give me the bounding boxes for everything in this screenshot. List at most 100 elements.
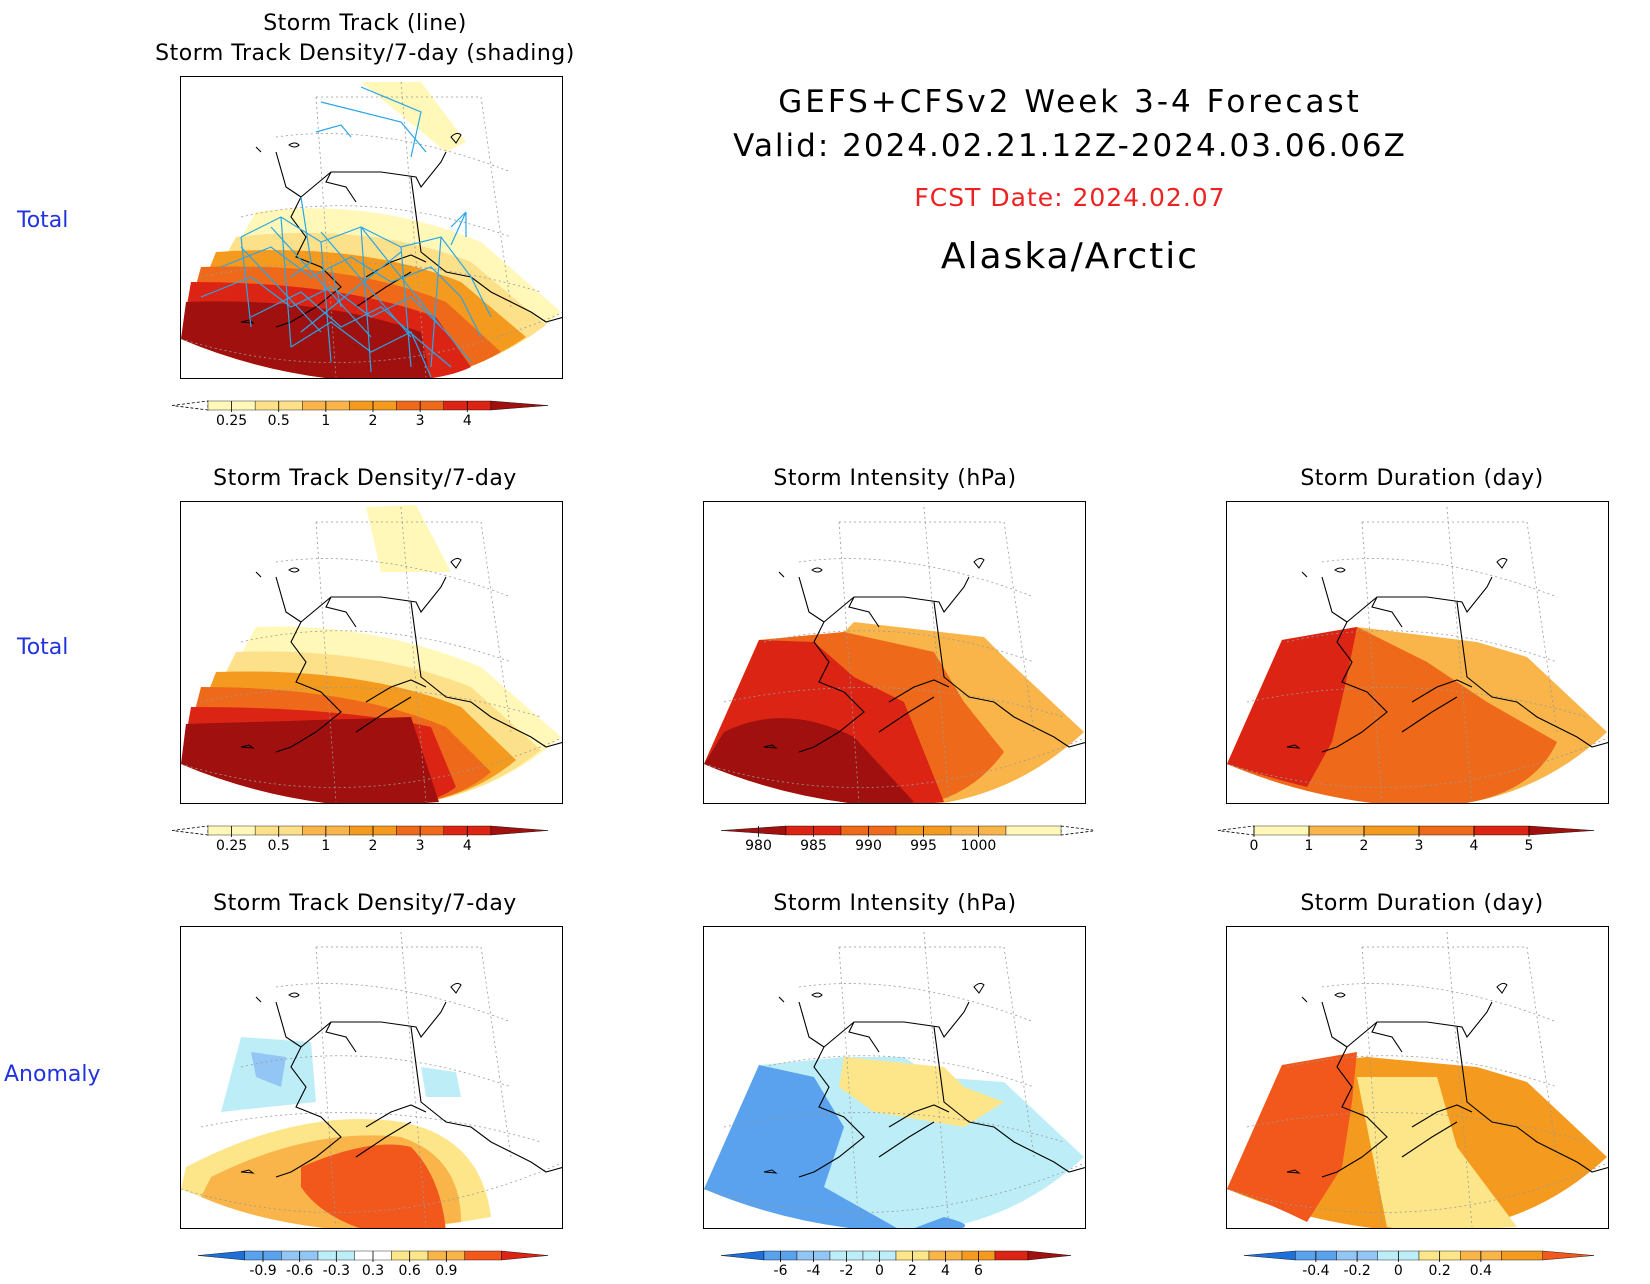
colorbar-swatch <box>464 1250 502 1261</box>
colorbar-tick-label: 0 <box>1394 1263 1403 1279</box>
colorbar-tick-label: 995 <box>910 838 937 854</box>
colorbar-tick-label: -0.3 <box>323 1263 350 1279</box>
graticule-line <box>723 687 1065 718</box>
storm-track <box>220 246 482 338</box>
intensity-anomaly-shading <box>704 1057 1084 1228</box>
storm-track <box>360 86 422 158</box>
map-base-layer <box>704 931 1085 1228</box>
colorbar-duration-total: 0 1 2 3 4 5 <box>1217 825 1595 854</box>
panel5-title: Storm Track Density/7-day <box>213 891 517 916</box>
colorbar-duration-anomaly: -0.4 -0.2 0 0.2 0.4 <box>1243 1250 1595 1279</box>
colorbar-swatch <box>994 1250 1029 1261</box>
graticule-line <box>275 983 512 1023</box>
map-duration-total <box>1227 506 1608 803</box>
coastline <box>778 571 1085 753</box>
map-panel-density-total <box>180 501 563 804</box>
colorbar-tick-label: 1000 <box>961 838 997 854</box>
map-panel-density-anomaly <box>180 926 563 1229</box>
colorbar-tick-label: 4 <box>463 413 472 429</box>
graticule-line <box>1526 521 1558 733</box>
density-shading <box>181 82 561 378</box>
colorbar-tick-label: 1 <box>321 838 330 854</box>
colorbar-tick-label: -0.4 <box>1302 1263 1329 1279</box>
colorbar-tick-label: 980 <box>745 838 772 854</box>
colorbar-tick-label: 0.3 <box>362 1263 384 1279</box>
map-base-layer <box>181 931 562 1228</box>
colorbar-under-triangle <box>171 825 209 836</box>
graticule-line <box>723 1112 1065 1143</box>
panel3-title: Storm Intensity (hPa) <box>773 466 1017 491</box>
colorbar-under-triangle <box>171 400 209 411</box>
map-density-total <box>181 505 562 803</box>
panel4-title: Storm Duration (day) <box>1300 466 1544 491</box>
graticule-line <box>200 1112 542 1143</box>
colorbar-tick-label: 1 <box>1305 838 1314 854</box>
colorbar-tick-label: 0 <box>1250 838 1259 854</box>
map-panel-duration-total <box>1226 501 1609 804</box>
colorbar-tick-label: 0.25 <box>216 413 247 429</box>
panel1-title-line2: Storm Track Density/7-day (shading) <box>155 41 575 66</box>
map-panel-intensity-anomaly <box>703 926 1086 1229</box>
graticule-line <box>480 521 512 733</box>
storm-track <box>450 211 467 246</box>
map-base-layer <box>181 81 562 378</box>
colorbar-tick-label: 3 <box>1415 838 1424 854</box>
colorbar-tick-label: -2 <box>840 1263 854 1279</box>
graticule-line <box>1246 1112 1588 1143</box>
colorbar-tick-label: 2 <box>1360 838 1369 854</box>
storm-track <box>290 196 342 308</box>
graticule-line <box>315 946 337 1228</box>
colorbar-tick-label: -0.9 <box>249 1263 276 1279</box>
graticule-line <box>480 96 512 308</box>
valid-period: Valid: 2024.02.21.12Z-2024.03.06.06Z <box>733 128 1407 164</box>
colorbar-density-anomaly: -0.9 -0.6 -0.3 0.3 0.6 0.9 <box>197 1250 549 1279</box>
graticule-line <box>923 931 950 1228</box>
colorbar-swatch <box>501 1250 549 1261</box>
colorbar-under-triangle <box>1217 825 1255 836</box>
row-label-total-1: Total <box>17 208 69 233</box>
storm-track <box>250 291 452 368</box>
storm-track <box>240 216 492 318</box>
colorbar-swatch <box>1542 1250 1595 1261</box>
map-base-layer <box>181 506 562 803</box>
panel2-title: Storm Track Density/7-day <box>213 466 517 491</box>
colorbar-swatch <box>490 400 549 411</box>
graticule-line <box>1246 687 1588 718</box>
colorbar-swatch <box>490 825 549 836</box>
colorbar-tick-label: 2 <box>369 838 378 854</box>
coastline <box>1301 571 1608 753</box>
colorbar-swatch <box>1501 1250 1543 1261</box>
graticule-line <box>838 521 860 803</box>
colorbar-tick-label: -4 <box>807 1263 821 1279</box>
graticule-line <box>1227 737 1608 788</box>
colorbar-tick-label: 0.6 <box>399 1263 421 1279</box>
graticule-line <box>181 312 562 363</box>
colorbar-tick-label: 0.25 <box>216 838 247 854</box>
map-base-layer <box>704 506 1085 803</box>
colorbar-tick-label: 0.9 <box>435 1263 457 1279</box>
panel6-title: Storm Intensity (hPa) <box>773 891 1017 916</box>
graticule-line <box>1446 931 1473 1228</box>
graticule-line <box>400 506 427 803</box>
island-outline <box>763 557 985 749</box>
island-outline <box>240 132 462 324</box>
colorbar-tick-label: 0.5 <box>268 838 290 854</box>
storm-track <box>240 216 442 373</box>
map-base-layer <box>1227 506 1608 803</box>
graticule-line <box>275 558 512 598</box>
colorbar-tick-label: 990 <box>855 838 882 854</box>
coastline <box>255 996 562 1178</box>
map-panel-intensity-total <box>703 501 1086 804</box>
graticule-line <box>923 506 950 803</box>
graticule-line <box>181 737 562 788</box>
storm-track <box>320 101 427 153</box>
map-panel-duration-anomaly <box>1226 926 1609 1229</box>
graticule-line <box>1003 946 1035 1158</box>
colorbar-density-total-1: 0.25 0.5 1 2 3 4 <box>171 400 549 429</box>
map-intensity-total <box>704 506 1085 803</box>
colorbar-swatch <box>720 1250 765 1261</box>
graticule-line <box>838 946 860 1228</box>
row-label-total-2: Total <box>17 635 69 660</box>
island-outline <box>763 982 985 1174</box>
island-outline <box>1286 557 1508 749</box>
